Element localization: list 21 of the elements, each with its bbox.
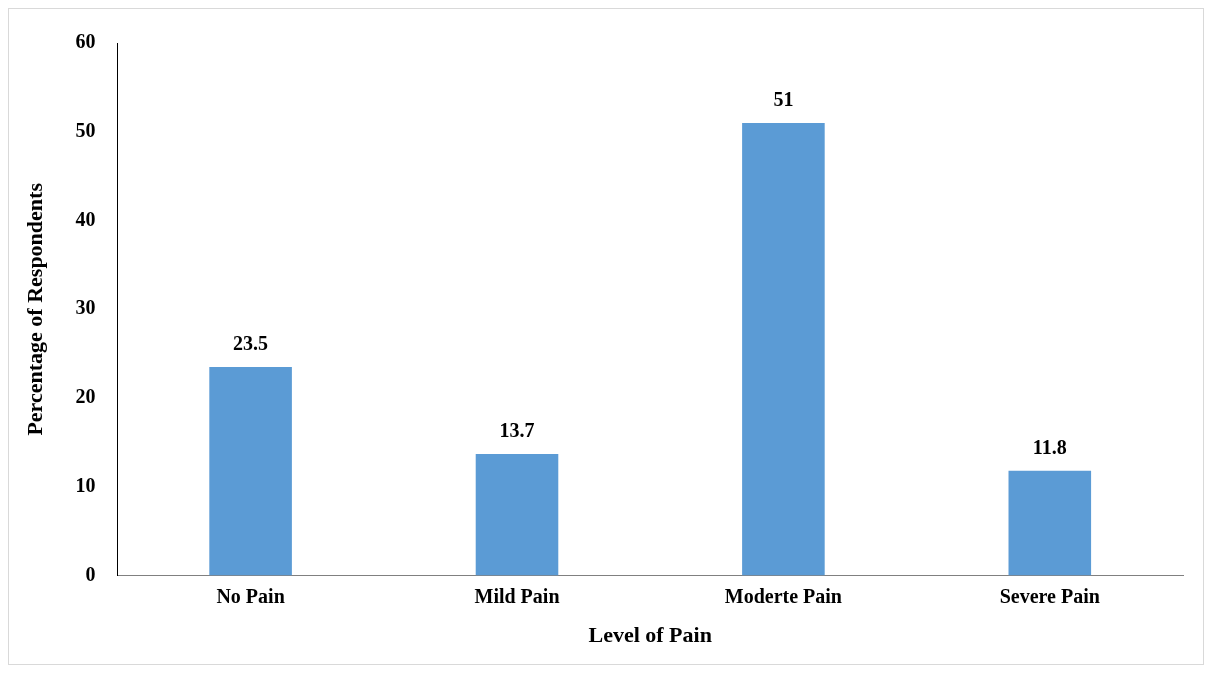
x-tick-label: No Pain [216, 584, 285, 607]
y-tick-label: 50 [75, 118, 96, 141]
y-axis-title: Percentage of Respondents [21, 182, 47, 436]
y-tick-label: 20 [75, 385, 96, 408]
bar [475, 453, 559, 576]
y-tick-label: 30 [75, 296, 96, 319]
y-tick-label: 40 [75, 207, 96, 230]
bar [209, 367, 292, 576]
y-tick-label: 0 [85, 562, 96, 585]
x-tick-label: Severe Pain [999, 584, 1100, 607]
data-label: 51 [773, 88, 794, 111]
y-tick-label: 60 [75, 30, 96, 53]
x-tick-label: Mild Pain [474, 584, 560, 607]
x-tick-label: Moderte Pain [724, 584, 842, 607]
data-label: 11.8 [1032, 436, 1067, 459]
y-tick-label: 10 [75, 474, 96, 497]
x-axis-title: Level of Pain [588, 622, 712, 648]
bar [742, 122, 825, 576]
data-label: 23.5 [233, 332, 269, 355]
data-label: 13.7 [499, 419, 535, 442]
bar [1008, 470, 1092, 576]
